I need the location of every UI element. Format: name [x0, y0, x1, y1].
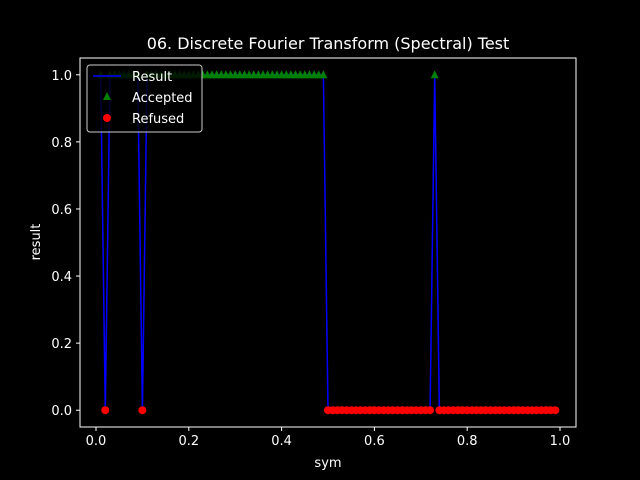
- legend-label-refused: Refused: [132, 112, 184, 127]
- y-tick-label: 0.0: [51, 404, 72, 419]
- y-tick-label: 0.8: [51, 136, 72, 151]
- y-tick-label: 1.0: [51, 69, 72, 84]
- legend-swatch-refused: [103, 114, 111, 122]
- point-refused: [138, 406, 147, 415]
- legend-label-result: Result: [132, 70, 172, 85]
- y-tick-label: 0.2: [51, 337, 72, 352]
- axes-frame: [79, 57, 577, 428]
- axis-ticks: 0.0 0.2 0.4 0.6 0.8 1.0 0.0 0.2 0.4 0.6 0.8 1.0: [51, 69, 570, 449]
- legend-label-accepted: Accepted: [132, 91, 193, 106]
- x-axis-label: sym: [314, 456, 341, 471]
- x-tick-label: 1.0: [550, 434, 571, 449]
- legend-swatch-accepted: [103, 92, 111, 100]
- legend-box: [86, 64, 203, 133]
- point-accepted: [319, 70, 328, 79]
- y-tick-label: 0.4: [51, 270, 72, 285]
- point-refused: [551, 406, 560, 415]
- x-tick-label: 0.6: [364, 434, 385, 449]
- point-refused: [426, 406, 435, 415]
- x-tick-label: 0.0: [86, 434, 107, 449]
- x-tick-label: 0.8: [457, 434, 478, 449]
- y-tick-label: 0.6: [51, 203, 72, 218]
- x-tick-label: 0.2: [178, 434, 199, 449]
- legend: Result Accepted Refused: [86, 64, 203, 133]
- point-accepted: [430, 70, 439, 79]
- point-refused: [101, 406, 110, 415]
- y-axis-label: result: [29, 224, 44, 261]
- x-tick-label: 0.4: [271, 434, 292, 449]
- chart-title: 06. Discrete Fourier Transform (Spectral…: [147, 34, 510, 53]
